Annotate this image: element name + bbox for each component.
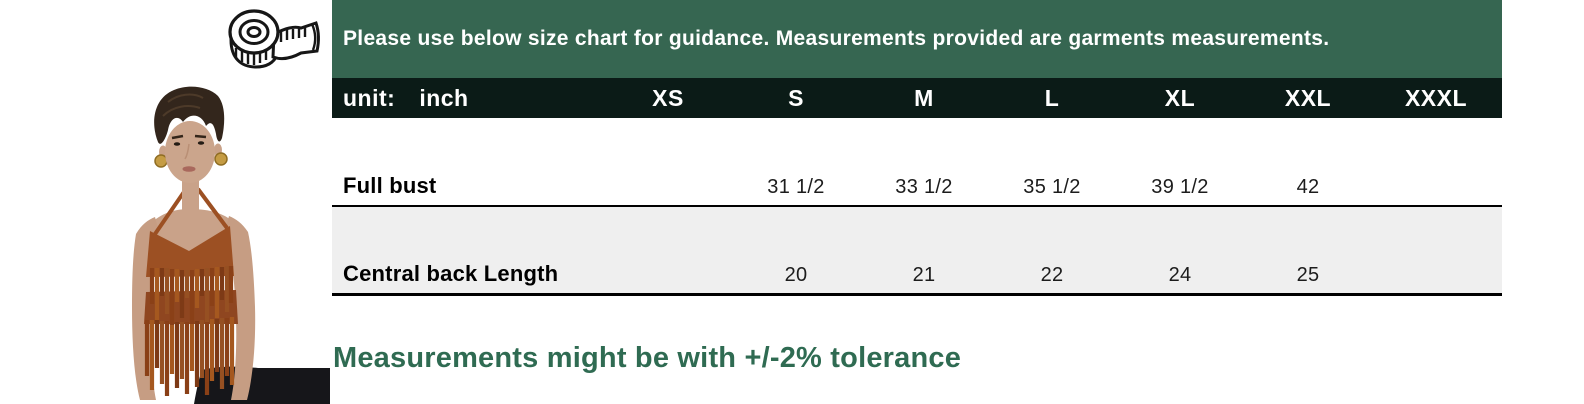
central-back-s: 20: [784, 264, 808, 286]
unit-value: inch: [419, 84, 469, 111]
spacer-row-gray: [332, 207, 1502, 252]
tolerance-note: Measurements might be with +/-2% toleran…: [333, 342, 962, 374]
size-header-row: unit: inch XS S M L XL XXL XXXL: [332, 78, 1502, 118]
central-back-m: 21: [912, 264, 936, 286]
model-photo: [128, 82, 330, 404]
spacer-row: [332, 118, 1502, 162]
measuring-tape-icon: [228, 4, 322, 78]
central-back-length-row: Central back Length 20 21 22 24 25: [332, 252, 1502, 296]
central-back-xl: 24: [1168, 264, 1192, 286]
size-col-m: M: [914, 84, 934, 111]
size-col-xs: XS: [652, 84, 684, 111]
full-bust-row: Full bust 31 1/2 33 1/2 35 1/2 39 1/2 42: [332, 162, 1502, 207]
guidance-banner: Please use below size chart for guidance…: [332, 0, 1502, 78]
full-bust-m: 33 1/2: [895, 176, 953, 198]
size-col-xxl: XXL: [1284, 84, 1332, 111]
size-col-xl: XL: [1164, 84, 1196, 111]
size-col-xxxl: XXXL: [1404, 84, 1468, 111]
guidance-banner-text: Please use below size chart for guidance…: [343, 27, 1330, 50]
size-chart: Please use below size chart for guidance…: [332, 0, 1502, 296]
full-bust-xxl: 42: [1296, 176, 1320, 198]
row-label-central-back: Central back Length: [343, 261, 559, 286]
unit-label: unit:: [343, 84, 396, 111]
full-bust-s: 31 1/2: [767, 176, 825, 198]
size-col-l: L: [1044, 84, 1060, 111]
full-bust-l: 35 1/2: [1023, 176, 1081, 198]
full-bust-xl: 39 1/2: [1151, 176, 1209, 198]
central-back-xxl: 25: [1296, 264, 1320, 286]
central-back-l: 22: [1040, 264, 1064, 286]
measuring-tape-icon-svg: [228, 9, 320, 69]
size-col-s: S: [788, 84, 804, 111]
model-photo-svg: [132, 86, 330, 404]
unit-cell: unit: inch: [332, 85, 604, 112]
row-label-full-bust: Full bust: [343, 173, 437, 198]
